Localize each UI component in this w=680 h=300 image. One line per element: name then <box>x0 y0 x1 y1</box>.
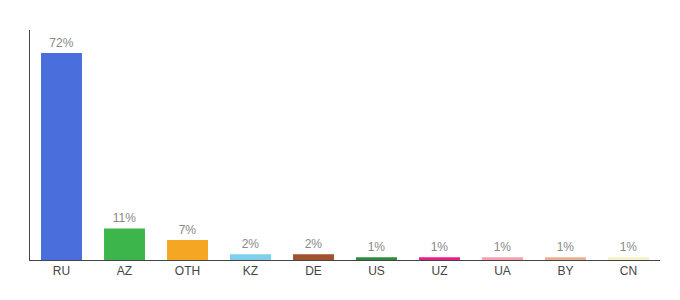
svg-text:CN: CN <box>620 264 637 278</box>
svg-text:UZ: UZ <box>432 264 448 278</box>
svg-text:1%: 1% <box>620 240 638 254</box>
svg-text:AZ: AZ <box>117 264 132 278</box>
svg-text:KZ: KZ <box>243 264 258 278</box>
svg-text:11%: 11% <box>113 211 136 225</box>
svg-text:1%: 1% <box>368 240 386 254</box>
svg-text:7%: 7% <box>179 223 197 237</box>
svg-text:BY: BY <box>557 264 573 278</box>
svg-text:UA: UA <box>494 264 511 278</box>
svg-text:2%: 2% <box>242 237 260 251</box>
svg-text:1%: 1% <box>494 240 512 254</box>
svg-text:DE: DE <box>305 264 322 278</box>
svg-text:OTH: OTH <box>175 264 200 278</box>
svg-text:1%: 1% <box>431 240 449 254</box>
svg-text:US: US <box>368 264 385 278</box>
svg-text:72%: 72% <box>49 36 73 50</box>
svg-text:1%: 1% <box>557 240 575 254</box>
svg-text:2%: 2% <box>305 237 323 251</box>
svg-text:RU: RU <box>53 264 70 278</box>
